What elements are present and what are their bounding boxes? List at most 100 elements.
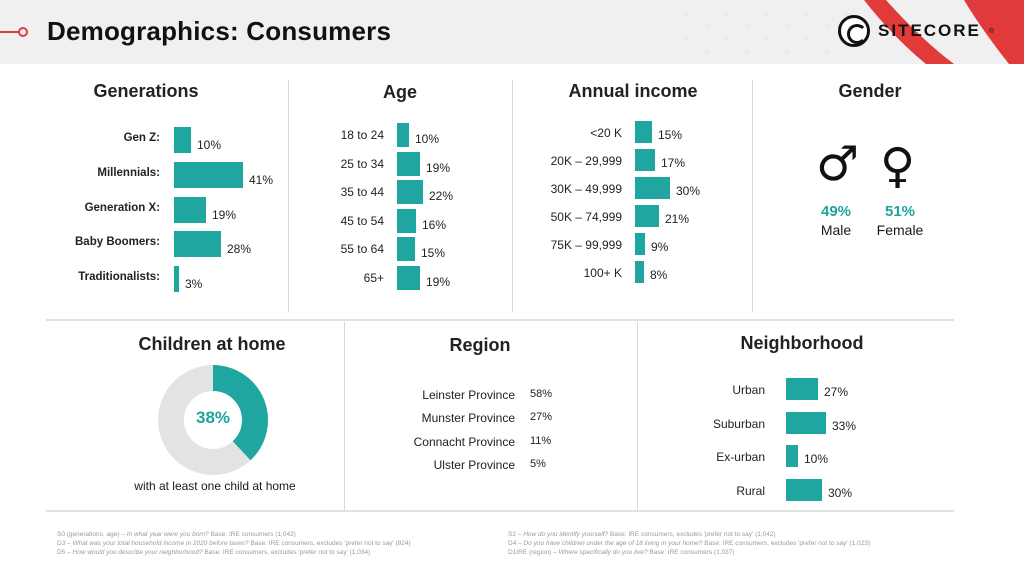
age-value: 10% — [415, 132, 440, 146]
donut-value-slice — [158, 365, 268, 475]
divider — [512, 80, 513, 312]
children-donut-chart — [158, 365, 268, 475]
footnote-question: What was your total household income in … — [72, 540, 251, 547]
footnote-code: D3 – — [57, 540, 73, 547]
footnotes-right: S2 – How do you identify yourself? Base:… — [508, 530, 870, 557]
generation-value: 19% — [212, 207, 237, 222]
footnote-code: D1IRE (region) – — [508, 549, 559, 556]
female-icon: ♀ — [880, 138, 916, 194]
age-value: 15% — [421, 246, 446, 261]
divider — [637, 322, 638, 510]
divider — [46, 510, 954, 512]
logo-text: SITECORE — [878, 21, 981, 40]
header-bar: Demographics: Consumers SITECORE ® — [0, 0, 1024, 64]
income-label: 30K – 49,999 — [550, 182, 622, 196]
region-value: 5% — [530, 457, 546, 470]
footnote-base: Base: IRE consumers, excludes 'prefer no… — [250, 540, 411, 547]
region-value: 11% — [530, 434, 552, 447]
footnote-line: D5 – How would you describe your neighbo… — [57, 548, 411, 557]
generation-value: 28% — [227, 242, 252, 257]
income-bar — [635, 177, 670, 199]
region-label: Ulster Province — [433, 457, 515, 472]
neighborhood-bar — [786, 411, 826, 434]
footnote-question: How would you describe your neighborhood… — [72, 549, 205, 556]
income-bar — [635, 205, 659, 227]
generation-bar — [174, 161, 243, 188]
header-accent-line — [0, 31, 20, 33]
footnote-question: In what year were you born? — [126, 531, 211, 538]
neighborhood-bar — [786, 378, 818, 400]
generations-title: Generations — [93, 81, 199, 101]
income-value: 15% — [658, 128, 683, 142]
income-label: <20 K — [590, 126, 622, 140]
income-label: 20K – 29,999 — [550, 154, 622, 168]
age-label: 25 to 34 — [340, 156, 384, 171]
male-pct: 49% — [820, 203, 852, 220]
footnote-line: S0 (generations, age) – In what year wer… — [57, 530, 411, 539]
income-title: Annual income — [568, 81, 698, 101]
header-decoration — [684, 0, 1024, 64]
income-value: 9% — [651, 240, 669, 254]
divider — [752, 80, 753, 312]
footnote-line: S2 – How do you identify yourself? Base:… — [508, 530, 870, 539]
income-value: 30% — [676, 184, 701, 198]
neighborhood-label: Suburban — [712, 416, 765, 431]
footnote-code: D5 – — [57, 549, 73, 556]
footnote-line: D3 – What was your total household incom… — [57, 539, 411, 548]
region-value: 58% — [530, 388, 553, 400]
age-bar — [397, 208, 416, 233]
sitecore-logo[interactable]: SITECORE ® — [838, 15, 994, 47]
divider — [288, 80, 289, 312]
footnote-code: S2 – — [508, 531, 524, 538]
income-value: 17% — [661, 156, 686, 170]
income-label: 75K – 99,999 — [550, 238, 622, 252]
age-label: 18 to 24 — [340, 128, 384, 142]
age-bar — [397, 151, 420, 176]
income-bar — [635, 149, 655, 171]
neighborhood-value: 10% — [804, 452, 829, 466]
generation-label: Baby Boomers: — [75, 236, 160, 249]
footnote-code: S0 (generations, age) – — [57, 531, 127, 538]
age-value: 22% — [429, 189, 454, 204]
children-title: Children at home — [138, 334, 286, 354]
age-bar — [397, 266, 420, 290]
generation-label: Gen Z: — [123, 132, 160, 144]
footnote-line: D4 – Do you have children under the age … — [508, 539, 870, 548]
region-title: Region — [449, 335, 511, 355]
neighborhood-value: 27% — [824, 385, 849, 399]
generation-label: Generation X: — [84, 201, 160, 214]
neighborhood-title: Neighborhood — [740, 333, 864, 353]
neighborhood-bar — [786, 445, 798, 467]
age-label: 45 to 54 — [340, 213, 384, 228]
age-label: 65+ — [363, 271, 384, 285]
divider — [344, 322, 345, 510]
generation-value: 41% — [249, 172, 274, 187]
footnote-code: D4 – — [508, 540, 524, 547]
generation-bar — [174, 231, 221, 258]
children-caption: with at least one child at home — [134, 479, 296, 493]
income-bar — [635, 261, 644, 283]
page-title: Demographics: Consumers — [47, 16, 392, 46]
neighborhood-label: Urban — [732, 383, 765, 397]
generation-value: 10% — [197, 138, 222, 152]
age-value: 19% — [426, 275, 451, 289]
income-value: 8% — [650, 268, 668, 282]
divider — [46, 319, 954, 321]
footnote-question: Where specifically do you live? — [558, 549, 650, 556]
male-label: Male — [820, 222, 852, 238]
generation-label: Traditionalists: — [78, 271, 160, 284]
neighborhood-label: Ex-urban — [716, 450, 765, 464]
region-value: 27% — [530, 411, 553, 424]
income-label: 50K – 74,999 — [550, 210, 622, 224]
income-bar — [635, 233, 645, 255]
generation-bar — [174, 127, 191, 153]
income-label: 100+ K — [583, 266, 622, 280]
logo-trademark: ® — [988, 27, 995, 35]
footnotes-left: S0 (generations, age) – In what year wer… — [57, 530, 411, 557]
income-bar — [635, 121, 652, 143]
age-bar — [397, 123, 409, 147]
gender-title: Gender — [838, 81, 902, 101]
neighborhood-value: 33% — [832, 418, 857, 433]
region-label: Munster Province — [421, 411, 515, 426]
age-bar — [397, 180, 423, 205]
